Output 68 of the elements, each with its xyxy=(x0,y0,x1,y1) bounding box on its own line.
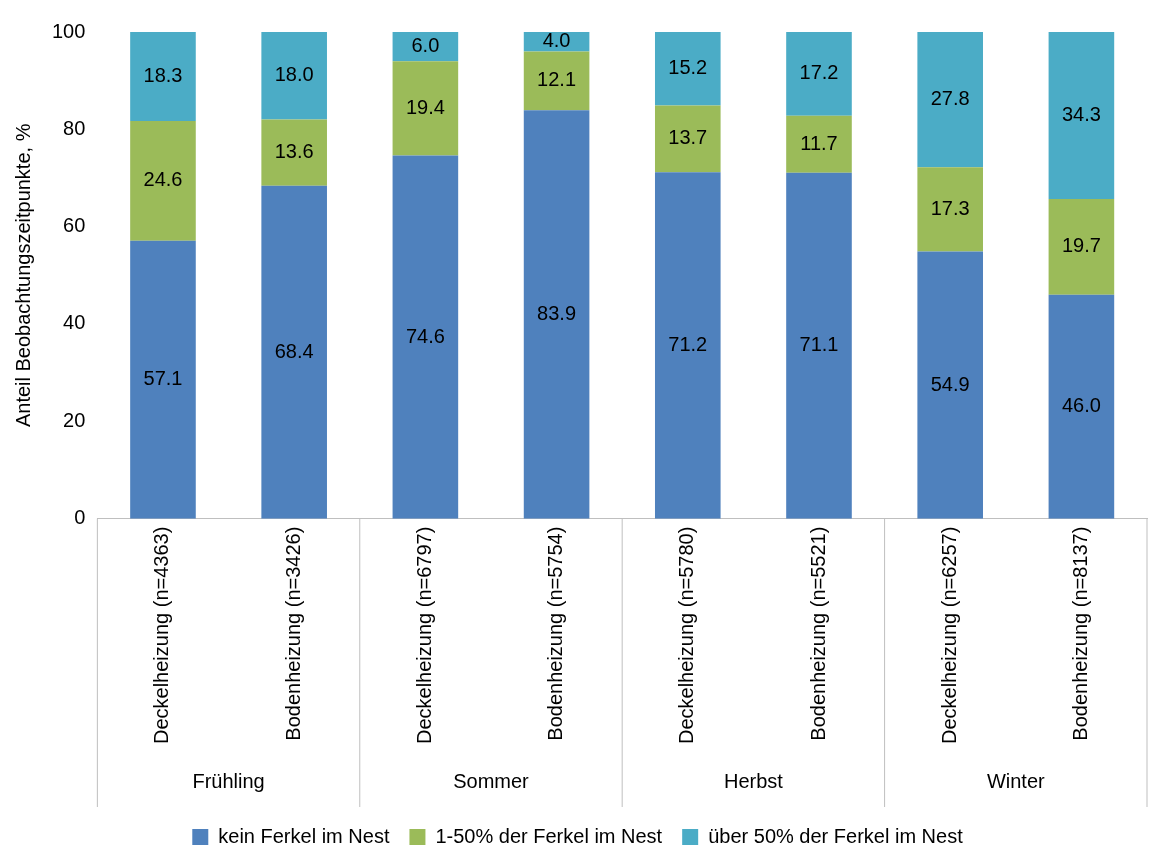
text: Herbst xyxy=(723,769,784,792)
data-label: 17.3 xyxy=(930,196,970,219)
y-axis-title: Anteil Beobachtungszeitpunkte, % xyxy=(11,123,34,428)
data-label: 71.1 xyxy=(799,333,839,356)
bar xyxy=(786,115,852,173)
bar xyxy=(654,105,721,173)
legend-label: über 50% der Ferkel im Nest xyxy=(708,824,964,847)
bar xyxy=(1048,294,1115,519)
bar xyxy=(1048,32,1115,199)
bar xyxy=(392,61,459,156)
data-label: 6.0 xyxy=(411,34,440,57)
y-tick-label: 40 xyxy=(63,311,86,334)
data-label: 13.7 xyxy=(668,126,708,149)
bar xyxy=(786,32,852,116)
data-label: 18.3 xyxy=(143,64,183,87)
bar xyxy=(1048,198,1115,295)
x-tick-label: Bodenheizung (n=3426) xyxy=(281,526,304,741)
data-label: 54.9 xyxy=(930,372,970,395)
legend-label: 1-50% der Ferkel im Nest xyxy=(435,824,663,847)
y-tick-label: 80 xyxy=(63,116,86,139)
data-label: 4.0 xyxy=(542,29,571,52)
text: Winter xyxy=(986,769,1046,792)
bar xyxy=(392,155,459,519)
data-label: 13.6 xyxy=(274,140,314,163)
bar xyxy=(261,185,327,519)
bar xyxy=(130,32,196,122)
text: Sommer xyxy=(453,769,530,792)
data-label: 11.7 xyxy=(800,131,838,154)
x-tick-label: Bodenheizung (n=8137) xyxy=(1068,526,1091,741)
bar xyxy=(523,110,590,519)
data-label: 19.4 xyxy=(405,95,445,118)
bar xyxy=(130,121,196,241)
bar xyxy=(261,32,327,120)
data-label: 18.0 xyxy=(274,63,314,86)
data-label: 34.3 xyxy=(1061,102,1101,125)
y-tick-label: 0 xyxy=(74,506,86,529)
text: Frühling xyxy=(192,769,265,792)
x-tick-label: Bodenheizung (n=5754) xyxy=(544,526,567,741)
data-label: 19.7 xyxy=(1061,234,1101,257)
bar xyxy=(261,119,327,186)
x-tick-label: Deckelheizung (n=6257) xyxy=(937,526,960,745)
y-tick-label: 100 xyxy=(51,19,86,42)
data-label: 27.8 xyxy=(930,87,970,110)
data-label: 24.6 xyxy=(143,168,183,191)
y-tick-label: 20 xyxy=(63,408,86,431)
bar xyxy=(917,167,983,252)
data-label: 15.2 xyxy=(668,56,708,79)
data-label: 17.2 xyxy=(799,61,839,84)
bar xyxy=(917,251,983,519)
x-tick-label: Deckelheizung (n=5780) xyxy=(675,526,698,745)
bar xyxy=(523,51,590,111)
data-label: 12.1 xyxy=(537,68,577,91)
data-label: 83.9 xyxy=(537,302,577,325)
bar xyxy=(786,172,852,519)
bar xyxy=(654,32,721,106)
bar xyxy=(654,172,721,519)
x-tick-label: Deckelheizung (n=6797) xyxy=(412,526,435,745)
legend-label: kein Ferkel im Nest xyxy=(218,824,390,847)
data-label: 46.0 xyxy=(1061,394,1101,417)
x-tick-label: Bodenheizung (n=5521) xyxy=(806,526,829,741)
data-label: 74.6 xyxy=(405,324,445,347)
y-tick-label: 60 xyxy=(63,214,86,237)
bar xyxy=(130,240,196,519)
data-label: 68.4 xyxy=(274,339,314,362)
x-tick-label: Deckelheizung (n=4363) xyxy=(150,526,173,745)
data-label: 57.1 xyxy=(143,367,183,390)
bar xyxy=(917,32,983,168)
data-label: 71.2 xyxy=(668,332,708,355)
